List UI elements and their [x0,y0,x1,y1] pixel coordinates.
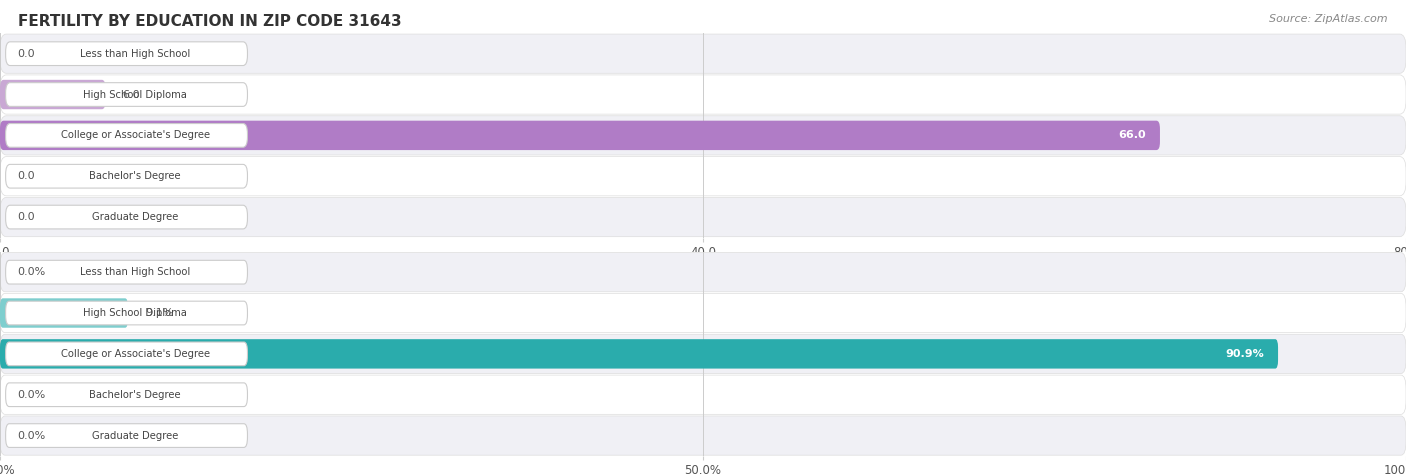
Text: FERTILITY BY EDUCATION IN ZIP CODE 31643: FERTILITY BY EDUCATION IN ZIP CODE 31643 [18,14,402,29]
FancyBboxPatch shape [0,75,1406,114]
Text: 66.0: 66.0 [1118,130,1146,141]
Text: High School Diploma: High School Diploma [83,89,187,100]
Text: 0.0%: 0.0% [17,267,45,277]
FancyBboxPatch shape [0,157,1406,196]
FancyBboxPatch shape [6,301,247,325]
Text: 0.0: 0.0 [17,48,35,59]
FancyBboxPatch shape [0,253,1406,292]
FancyBboxPatch shape [6,424,247,447]
Text: Less than High School: Less than High School [80,267,190,277]
FancyBboxPatch shape [6,260,247,284]
FancyBboxPatch shape [0,121,1160,150]
Text: 0.0: 0.0 [17,212,35,222]
FancyBboxPatch shape [0,375,1406,414]
Text: High School Diploma: High School Diploma [83,308,187,318]
FancyBboxPatch shape [0,294,1406,332]
Text: Bachelor's Degree: Bachelor's Degree [90,171,181,181]
FancyBboxPatch shape [0,339,1278,369]
Text: 6.0: 6.0 [122,89,141,100]
FancyBboxPatch shape [6,124,247,147]
FancyBboxPatch shape [6,164,247,188]
FancyBboxPatch shape [0,416,1406,455]
Text: Graduate Degree: Graduate Degree [91,430,179,441]
FancyBboxPatch shape [6,83,247,106]
Text: College or Associate's Degree: College or Associate's Degree [60,130,209,141]
FancyBboxPatch shape [6,342,247,366]
Text: Less than High School: Less than High School [80,48,190,59]
FancyBboxPatch shape [0,116,1406,155]
Text: Graduate Degree: Graduate Degree [91,212,179,222]
FancyBboxPatch shape [0,198,1406,237]
Text: 0.0%: 0.0% [17,430,45,441]
Text: 0.0%: 0.0% [17,390,45,400]
FancyBboxPatch shape [6,383,247,407]
FancyBboxPatch shape [6,42,247,66]
Text: 0.0: 0.0 [17,171,35,181]
FancyBboxPatch shape [0,34,1406,73]
FancyBboxPatch shape [0,298,128,328]
FancyBboxPatch shape [0,80,105,109]
FancyBboxPatch shape [0,334,1406,373]
Text: 90.9%: 90.9% [1225,349,1264,359]
Text: 9.1%: 9.1% [145,308,173,318]
Text: College or Associate's Degree: College or Associate's Degree [60,349,209,359]
FancyBboxPatch shape [6,205,247,229]
Text: Source: ZipAtlas.com: Source: ZipAtlas.com [1270,14,1388,24]
Text: Bachelor's Degree: Bachelor's Degree [90,390,181,400]
